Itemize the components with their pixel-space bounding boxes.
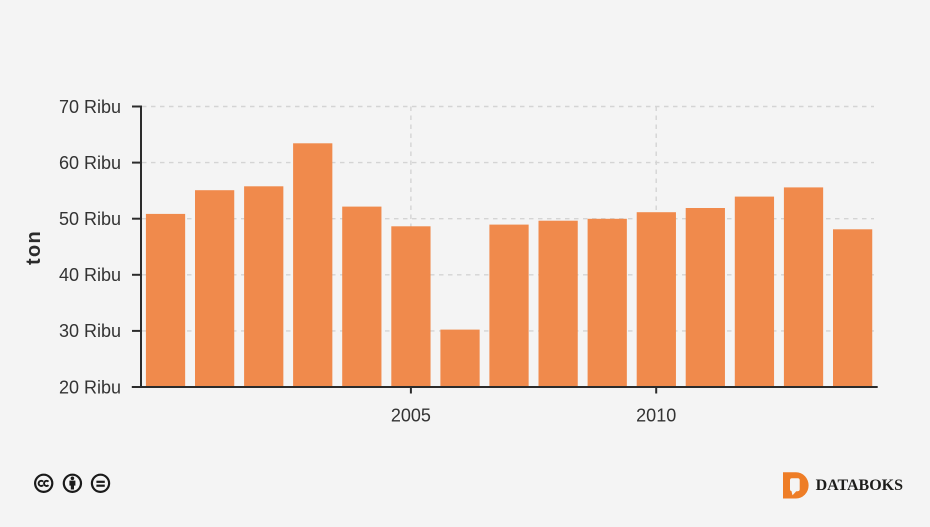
- svg-text:2005: 2005: [391, 406, 431, 426]
- svg-text:40 Ribu: 40 Ribu: [59, 265, 121, 285]
- svg-text:60 Ribu: 60 Ribu: [59, 153, 121, 173]
- svg-text:70 Ribu: 70 Ribu: [59, 97, 121, 117]
- svg-text:2010: 2010: [636, 406, 676, 426]
- svg-text:ton: ton: [23, 230, 45, 265]
- svg-text:DATABOKS: DATABOKS: [816, 477, 904, 494]
- svg-text:30 Ribu: 30 Ribu: [59, 321, 121, 341]
- svg-text:50 Ribu: 50 Ribu: [59, 209, 121, 229]
- svg-text:20 Ribu: 20 Ribu: [59, 377, 121, 397]
